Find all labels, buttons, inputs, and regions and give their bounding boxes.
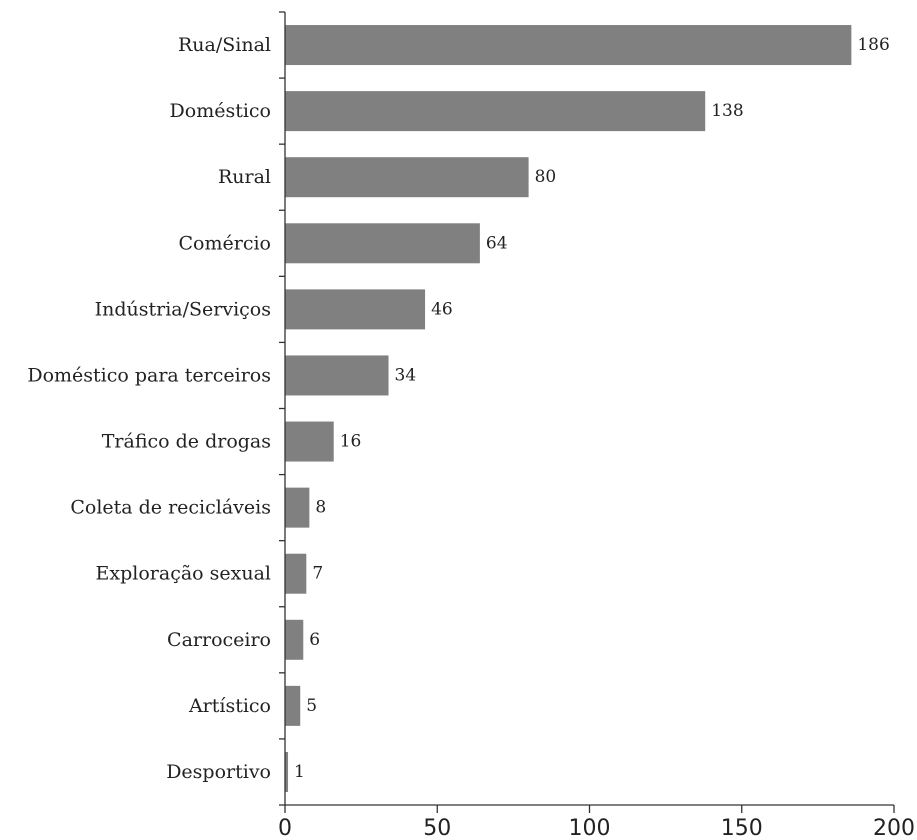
- x-tick-label: 100: [569, 816, 611, 840]
- category-label: Indústria/Serviços: [95, 298, 271, 320]
- value-label: 1: [294, 762, 305, 782]
- bar: [285, 487, 310, 528]
- category-label: Exploração sexual: [96, 563, 271, 585]
- value-labels: 186 138 80 64 46 34 16 8 7 6 5 1: [294, 35, 890, 782]
- category-label: Doméstico: [170, 100, 271, 122]
- category-label: Comércio: [179, 232, 271, 254]
- x-tick-label: 0: [278, 816, 292, 840]
- x-tick-label: 150: [721, 816, 763, 840]
- value-label: 6: [309, 630, 320, 650]
- bar: [285, 355, 389, 396]
- y-axis: [279, 11, 286, 806]
- value-label: 34: [395, 365, 417, 385]
- category-label: Tráfico de drogas: [102, 431, 271, 453]
- category-labels: Rua/Sinal Doméstico Rural Comércio Indústria…: [27, 34, 271, 783]
- value-label: 186: [857, 35, 889, 55]
- value-label: 46: [431, 299, 453, 319]
- bar: [285, 751, 289, 792]
- value-label: 5: [306, 696, 317, 716]
- category-label: Rural: [218, 166, 271, 188]
- category-label: Coleta de recicláveis: [70, 497, 271, 519]
- bar: [285, 553, 307, 594]
- value-label: 7: [312, 564, 323, 584]
- category-label: Desportivo: [166, 761, 271, 783]
- category-label: Rua/Sinal: [178, 34, 271, 56]
- bar: [285, 421, 334, 462]
- bar: [285, 685, 301, 726]
- value-label: 138: [711, 101, 743, 121]
- category-label: Carroceiro: [167, 629, 271, 651]
- value-label: 64: [486, 233, 508, 253]
- bar: [285, 157, 529, 198]
- x-axis: 0 50 100 150 200: [278, 804, 915, 840]
- category-label: Doméstico para terceiros: [27, 364, 271, 386]
- value-label: 8: [315, 498, 326, 518]
- x-tick-label: 50: [423, 816, 451, 840]
- category-label: Artístico: [188, 695, 271, 717]
- value-label: 16: [340, 432, 362, 452]
- bar: [285, 91, 706, 132]
- x-tick-label: 200: [873, 816, 915, 840]
- bar: [285, 289, 426, 330]
- bar: [285, 619, 304, 660]
- bar: [285, 25, 852, 66]
- bars-group: [285, 25, 852, 792]
- value-label: 80: [535, 167, 557, 187]
- bar: [285, 223, 480, 264]
